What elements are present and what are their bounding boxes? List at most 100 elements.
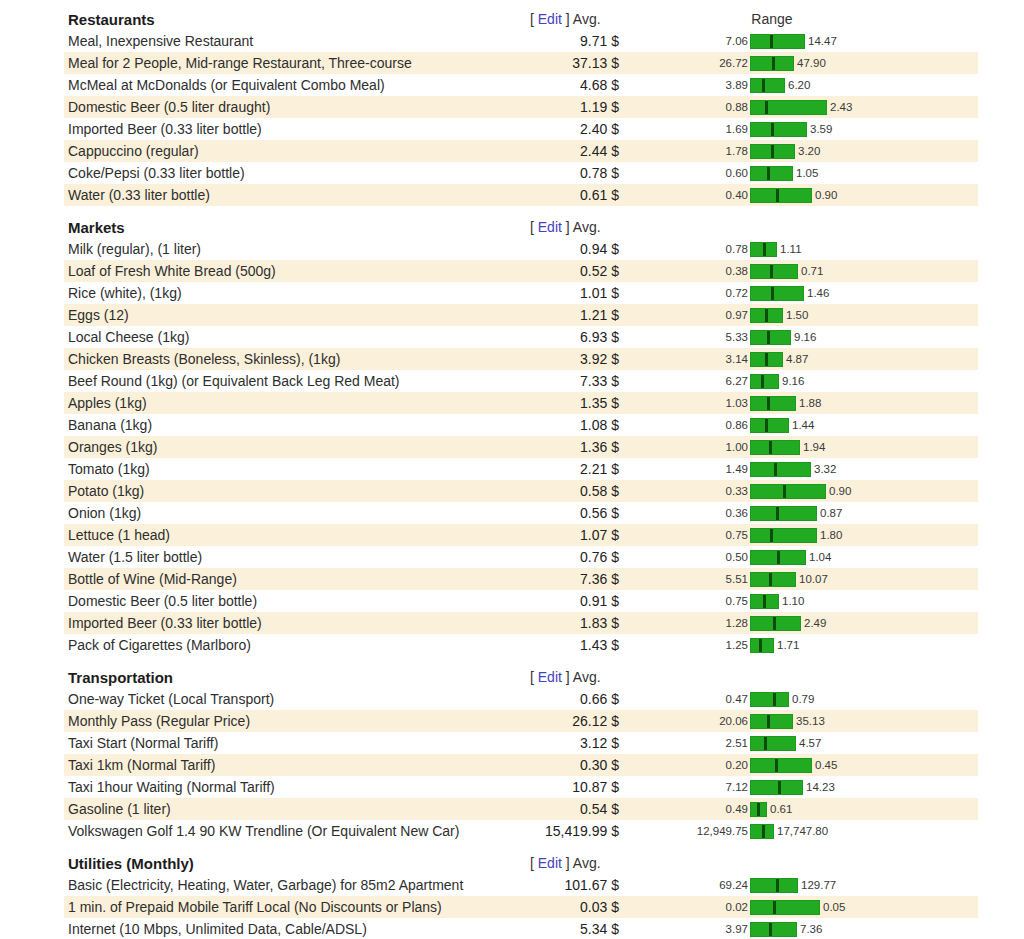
item-label: Tomato (1kg) xyxy=(64,461,530,477)
range-cell: 4.87 xyxy=(750,348,978,370)
range-cell: 0.90 xyxy=(750,184,978,206)
range-min-value: 69.24 xyxy=(619,879,750,891)
range-avg-marker-icon xyxy=(769,441,772,454)
range-max-value: 17,747.80 xyxy=(777,825,828,837)
range-cell: 14.23 xyxy=(750,776,978,798)
avg-value: 0.78 $ xyxy=(530,165,619,181)
table-row: Gasoline (1 liter) 0.54 $ 0.49 0.61 xyxy=(64,798,978,820)
avg-value: 5.34 $ xyxy=(530,921,619,937)
range-bar xyxy=(750,878,798,893)
range-avg-marker-icon xyxy=(773,617,776,630)
range-min-value: 0.78 xyxy=(619,243,750,255)
item-label: 1 min. of Prepaid Mobile Tariff Local (N… xyxy=(64,899,530,915)
range-avg-marker-icon xyxy=(765,309,768,322)
range-max-value: 14.23 xyxy=(806,781,835,793)
item-label: Loaf of Fresh White Bread (500g) xyxy=(64,263,530,279)
item-label: Taxi 1km (Normal Tariff) xyxy=(64,757,530,773)
edit-bracket-open: [ xyxy=(530,11,538,27)
avg-value: 10.87 $ xyxy=(530,779,619,795)
range-avg-marker-icon xyxy=(776,189,779,202)
range-avg-marker-icon xyxy=(759,639,762,652)
range-cell: 3.32 xyxy=(750,458,978,480)
avg-value: 1.21 $ xyxy=(530,307,619,323)
table-row: Coke/Pepsi (0.33 liter bottle) 0.78 $ 0.… xyxy=(64,162,978,184)
table-row: Beef Round (1kg) (or Equivalent Back Leg… xyxy=(64,370,978,392)
section-title: Transportation xyxy=(64,669,530,686)
range-max-value: 1.80 xyxy=(820,529,842,541)
range-bar xyxy=(750,100,827,115)
table-row: One-way Ticket (Local Transport) 0.66 $ … xyxy=(64,688,978,710)
item-label: Meal, Inexpensive Restaurant xyxy=(64,33,530,49)
range-avg-marker-icon xyxy=(771,287,774,300)
table-row: Meal, Inexpensive Restaurant 9.71 $ 7.06… xyxy=(64,30,978,52)
range-cell: 2.49 xyxy=(750,612,978,634)
range-min-value: 0.60 xyxy=(619,167,750,179)
table-row: 1 min. of Prepaid Mobile Tariff Local (N… xyxy=(64,896,978,918)
range-min-value: 0.75 xyxy=(619,595,750,607)
table-row: Water (1.5 liter bottle) 0.76 $ 0.50 1.0… xyxy=(64,546,978,568)
range-cell: 0.05 xyxy=(750,896,978,918)
table-row: Water (0.33 liter bottle) 0.61 $ 0.40 0.… xyxy=(64,184,978,206)
item-label: Apples (1kg) xyxy=(64,395,530,411)
edit-avg-label: [ Edit ] Avg. xyxy=(530,852,601,874)
table-row: Potato (1kg) 0.58 $ 0.33 0.90 xyxy=(64,480,978,502)
range-min-value: 1.25 xyxy=(619,639,750,651)
price-section: Markets [ Edit ] Avg. Milk (regular), (1… xyxy=(64,216,978,656)
item-label: Banana (1kg) xyxy=(64,417,530,433)
avg-value: 4.68 $ xyxy=(530,77,619,93)
range-avg-marker-icon xyxy=(767,167,770,180)
avg-value: 3.12 $ xyxy=(530,735,619,751)
range-max-value: 9.16 xyxy=(782,375,804,387)
range-bar xyxy=(750,144,795,159)
range-avg-marker-icon xyxy=(770,265,773,278)
range-bar xyxy=(750,802,767,817)
item-label: Monthly Pass (Regular Price) xyxy=(64,713,530,729)
avg-value: 15,419.99 $ xyxy=(530,823,619,839)
item-label: Rice (white), (1kg) xyxy=(64,285,530,301)
table-row: Imported Beer (0.33 liter bottle) 1.83 $… xyxy=(64,612,978,634)
edit-link[interactable]: Edit xyxy=(538,11,562,27)
range-min-value: 1.00 xyxy=(619,441,750,453)
range-avg-marker-icon xyxy=(771,123,774,136)
range-min-value: 1.78 xyxy=(619,145,750,157)
range-max-value: 1.88 xyxy=(799,397,821,409)
edit-link[interactable]: Edit xyxy=(538,855,562,871)
range-max-value: 1.04 xyxy=(809,551,831,563)
range-avg-marker-icon xyxy=(763,595,766,608)
avg-value: 37.13 $ xyxy=(530,55,619,71)
range-avg-marker-icon xyxy=(776,879,779,892)
range-max-value: 0.90 xyxy=(815,189,837,201)
range-avg-marker-icon xyxy=(783,485,786,498)
item-label: Internet (10 Mbps, Unlimited Data, Cable… xyxy=(64,921,530,937)
range-max-value: 1.44 xyxy=(792,419,814,431)
section-title: Utilities (Monthly) xyxy=(64,855,530,872)
range-max-value: 3.20 xyxy=(798,145,820,157)
item-label: Bottle of Wine (Mid-Range) xyxy=(64,571,530,587)
table-row: Taxi Start (Normal Tariff) 3.12 $ 2.51 4… xyxy=(64,732,978,754)
range-bar xyxy=(750,900,820,915)
range-min-value: 0.20 xyxy=(619,759,750,771)
range-max-value: 1.50 xyxy=(786,309,808,321)
edit-link[interactable]: Edit xyxy=(538,669,562,685)
item-label: Local Cheese (1kg) xyxy=(64,329,530,345)
item-label: Imported Beer (0.33 liter bottle) xyxy=(64,121,530,137)
item-label: Domestic Beer (0.5 liter draught) xyxy=(64,99,530,115)
section-header: Restaurants [ Edit ] Avg. Range xyxy=(64,8,978,30)
range-min-value: 6.27 xyxy=(619,375,750,387)
edit-link[interactable]: Edit xyxy=(538,219,562,235)
range-max-value: 0.87 xyxy=(820,507,842,519)
range-max-value: 4.57 xyxy=(799,737,821,749)
section-header-right: [ Edit ] Avg. xyxy=(530,666,978,688)
range-min-value: 0.72 xyxy=(619,287,750,299)
edit-avg-label: [ Edit ] Avg. xyxy=(530,216,601,238)
range-cell: 129.77 xyxy=(750,874,978,896)
range-bar xyxy=(750,594,779,609)
avg-value: 1.36 $ xyxy=(530,439,619,455)
avg-value: 0.03 $ xyxy=(530,899,619,915)
edit-avg-label: [ Edit ] Avg. xyxy=(530,8,601,30)
range-min-value: 3.97 xyxy=(619,923,750,935)
item-label: Beef Round (1kg) (or Equivalent Back Leg… xyxy=(64,373,530,389)
item-label: Chicken Breasts (Boneless, Skinless), (1… xyxy=(64,351,530,367)
range-max-value: 1.94 xyxy=(803,441,825,453)
range-max-value: 0.71 xyxy=(801,265,823,277)
